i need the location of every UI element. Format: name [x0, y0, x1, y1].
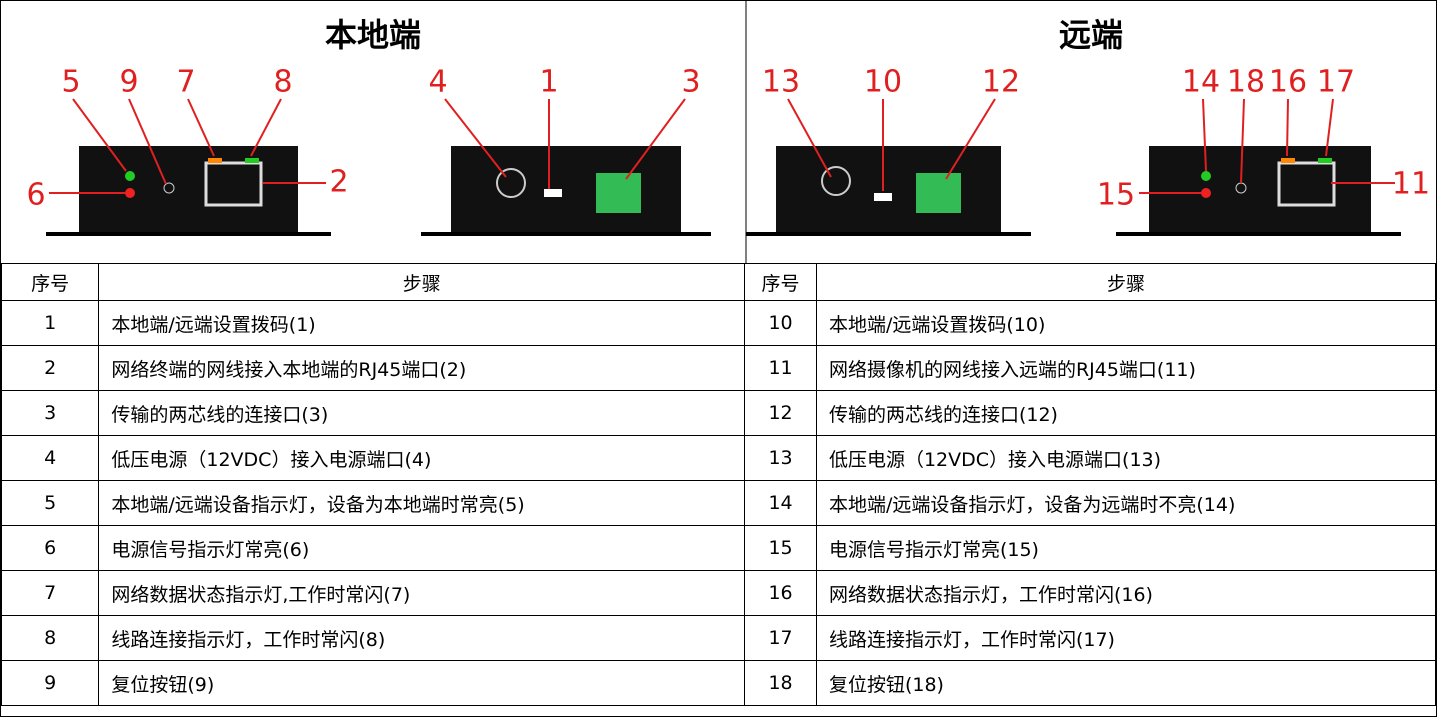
- callout-number: 12: [982, 65, 1020, 100]
- callout-number: 9: [119, 65, 138, 100]
- header-row: 序号 步骤 序号 步骤: [1, 263, 1436, 301]
- callout-line: [945, 98, 996, 180]
- callout-number: 17: [1317, 65, 1355, 100]
- cell: 4: [1, 435, 100, 481]
- cell: 12: [744, 390, 817, 436]
- cell: 本地端/远端设置拨码(1): [98, 300, 746, 346]
- panel-title: 远端: [1059, 16, 1123, 54]
- cell: 本地端/远端设置拨码(10): [815, 300, 1436, 346]
- callout-line: [1202, 98, 1207, 172]
- callout-line: [787, 98, 832, 178]
- row: 1 本地端/远端设置拨码(1) 10 本地端/远端设置拨码(10): [1, 300, 1436, 346]
- callout-number: 6: [26, 178, 45, 213]
- callout-number: 1: [539, 65, 558, 100]
- callout-number: 5: [61, 65, 80, 100]
- cell: 线路连接指示灯，工作时常闪(17): [815, 615, 1436, 661]
- panel-title: 本地端: [325, 16, 421, 54]
- cell: 5: [1, 480, 100, 526]
- callout-line: [128, 98, 167, 185]
- cell: 低压电源（12VDC）接入电源端口(13): [815, 435, 1436, 481]
- callout-line: [1325, 98, 1334, 157]
- cell: 6: [1, 525, 100, 571]
- callout-number: 11: [1392, 167, 1430, 202]
- callout-number: 18: [1227, 65, 1265, 100]
- cell: 3: [1, 390, 100, 436]
- row: 3 传输的两芯线的连接口(3) 12 传输的两芯线的连接口(12): [1, 390, 1436, 436]
- cell: 电源信号指示灯常亮(15): [815, 525, 1436, 571]
- cell: 复位按钮(9): [98, 660, 746, 706]
- row: 9 复位按钮(9) 18 复位按钮(18): [1, 660, 1436, 706]
- callout-number: 14: [1182, 65, 1220, 100]
- cell: 11: [744, 345, 817, 391]
- cell: 16: [744, 570, 817, 616]
- cell: 1: [1, 300, 100, 346]
- callout-line: [72, 98, 127, 172]
- devices: [46, 146, 1401, 236]
- header-cell: 步骤: [98, 263, 746, 301]
- callout-line: [1286, 98, 1289, 157]
- callout-line: [1240, 98, 1245, 184]
- cell: 本地端/远端设备指示灯，设备为本地端时常亮(5): [98, 480, 746, 526]
- callout-line: [250, 98, 282, 157]
- cell: 低压电源（12VDC）接入电源端口(4): [98, 435, 746, 481]
- row: 5 本地端/远端设备指示灯，设备为本地端时常亮(5) 14 本地端/远端设备指示灯，设…: [1, 480, 1436, 526]
- cell: 14: [744, 480, 817, 526]
- callout-line: [187, 98, 215, 157]
- callout-number: 7: [176, 65, 195, 100]
- callout-line: [444, 98, 507, 178]
- callout-number: 16: [1269, 65, 1307, 100]
- cell: 9: [1, 660, 100, 706]
- cell: 2: [1, 345, 100, 391]
- cell: 传输的两芯线的连接口(3): [98, 390, 746, 436]
- cell: 17: [744, 615, 817, 661]
- cell: 网络数据状态指示灯,工作时常闪(7): [98, 570, 746, 616]
- cell: 复位按钮(18): [815, 660, 1436, 706]
- cell: 电源信号指示灯常亮(6): [98, 525, 746, 571]
- callout-number: 3: [681, 65, 700, 100]
- callout-line: [625, 98, 686, 180]
- callout-number: 10: [864, 65, 902, 100]
- header-cell: 序号: [1, 263, 100, 301]
- cell: 10: [744, 300, 817, 346]
- row: 7 网络数据状态指示灯,工作时常闪(7) 16 网络数据状态指示灯，工作时常闪(16): [1, 570, 1436, 616]
- cell: 本地端/远端设备指示灯，设备为远端时不亮(14): [815, 480, 1436, 526]
- cell: 网络摄像机的网线接入远端的RJ45端口(11): [815, 345, 1436, 391]
- header-cell: 步骤: [815, 263, 1436, 301]
- cell: 线路连接指示灯，工作时常闪(8): [98, 615, 746, 661]
- callout-number: 13: [762, 65, 800, 100]
- header-cell: 序号: [744, 263, 817, 301]
- callout-number: 15: [1097, 178, 1135, 213]
- cell: 传输的两芯线的连接口(12): [815, 390, 1436, 436]
- cell: 8: [1, 615, 100, 661]
- row: 6 电源信号指示灯常亮(6) 15 电源信号指示灯常亮(15): [1, 525, 1436, 571]
- cell: 网络数据状态指示灯，工作时常闪(16): [815, 570, 1436, 616]
- callout-number: 8: [273, 65, 292, 100]
- row: 8 线路连接指示灯，工作时常闪(8) 17 线路连接指示灯，工作时常闪(17): [1, 615, 1436, 661]
- cell: 13: [744, 435, 817, 481]
- cell: 18: [744, 660, 817, 706]
- callout-number: 4: [428, 65, 447, 100]
- cell: 15: [744, 525, 817, 571]
- row: 4 低压电源（12VDC）接入电源端口(4) 13 低压电源（12VDC）接入电源端口…: [1, 435, 1436, 481]
- table: 序号 步骤 序号 步骤 1 本地端/远端设置拨码(1) 10 本地端/远端设置拨码(10) 2 网…: [1, 263, 1436, 706]
- cell: 网络终端的网线接入本地端的RJ45端口(2): [98, 345, 746, 391]
- row: 2 网络终端的网线接入本地端的RJ45端口(2) 11 网络摄像机的网线接入远端的RJ…: [1, 345, 1436, 391]
- cell: 7: [1, 570, 100, 616]
- callout-number: 2: [329, 165, 348, 200]
